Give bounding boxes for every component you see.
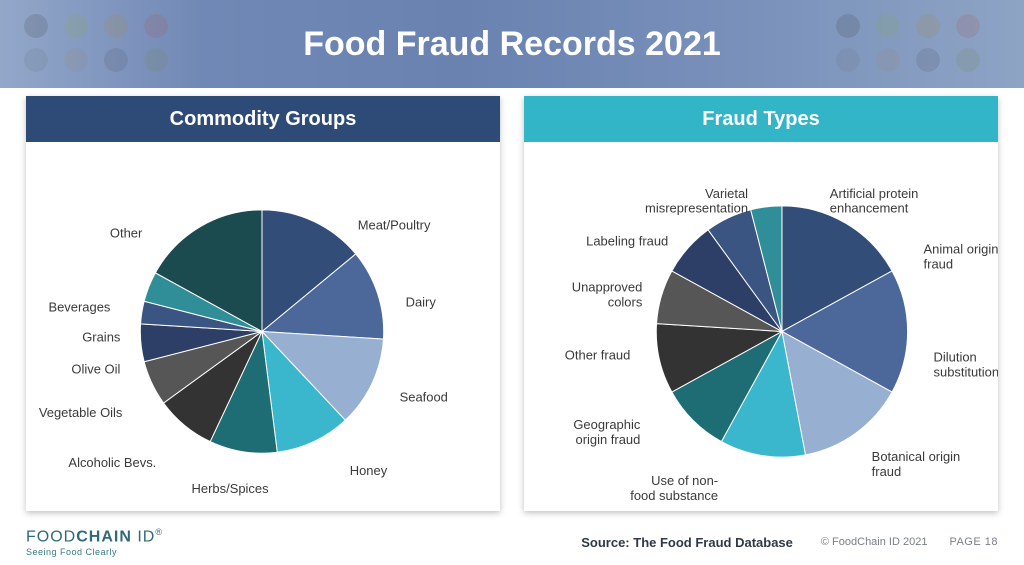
commodity-label-10: Other xyxy=(110,226,143,241)
fraud-label-0: Animal originfraud xyxy=(924,242,998,272)
panels-row: Commodity Groups Meat/Poultry Dairy Seafoo… xyxy=(26,96,998,511)
commodity-label-0: Meat/Poultry xyxy=(358,218,431,233)
fraud-label-8: Varietalmisrepresentation xyxy=(645,186,748,216)
fraud-label-1: Dilutionsubstitution xyxy=(934,349,998,379)
commodity-label-1: Dairy xyxy=(406,295,437,310)
commodity-label-7: Olive Oil xyxy=(71,361,120,376)
commodity-label-9: Beverages xyxy=(48,300,110,315)
pie-chart-fraud: Animal originfraud Dilutionsubstitution Bo… xyxy=(524,142,998,511)
logo-part-food: FOOD xyxy=(26,529,76,546)
commodity-label-5: Alcoholic Bevs. xyxy=(68,455,156,470)
page-number: PAGE 18 xyxy=(949,536,998,548)
header-band: Food Fraud Records 2021 xyxy=(0,0,1024,88)
source-text: Source: The Food Fraud Database xyxy=(581,535,793,550)
fraud-label-3: Use of non-food substance xyxy=(630,473,718,503)
pie-chart-commodity: Meat/Poultry Dairy Seafood Honey Herbs/Spice… xyxy=(26,142,500,511)
fraud-label-6: Unapprovedcolors xyxy=(572,280,643,310)
commodity-label-8: Grains xyxy=(82,329,121,344)
footer: FOODCHAIN ID® Seeing Food Clearly Source… xyxy=(0,519,1024,565)
panel-body-fraud: Animal originfraud Dilutionsubstitution Bo… xyxy=(524,142,998,511)
fraud-label-5: Other fraud xyxy=(565,347,631,362)
slide: Food Fraud Records 2021 Commodity Groups… xyxy=(0,0,1024,565)
logo-part-id: ID xyxy=(132,529,155,546)
fraud-label-4: Geographicorigin fraud xyxy=(573,417,640,447)
copyright-text: © FoodChain ID 2021 xyxy=(821,536,928,548)
commodity-label-4: Herbs/Spices xyxy=(192,481,270,496)
panel-fraud-types: Fraud Types Animal originfraud Dilutionsu… xyxy=(524,96,998,511)
page-title: Food Fraud Records 2021 xyxy=(303,25,721,64)
panel-header-commodity: Commodity Groups xyxy=(26,96,500,142)
fraud-label-2: Botanical originfraud xyxy=(872,449,961,479)
panel-body-commodity: Meat/Poultry Dairy Seafood Honey Herbs/Spice… xyxy=(26,142,500,511)
panel-commodity-groups: Commodity Groups Meat/Poultry Dairy Seafoo… xyxy=(26,96,500,511)
logo: FOODCHAIN ID® Seeing Food Clearly xyxy=(26,527,163,556)
logo-part-chain: CHAIN xyxy=(76,529,132,546)
commodity-label-2: Seafood xyxy=(400,389,448,404)
logo-tagline: Seeing Food Clearly xyxy=(26,547,163,557)
panel-header-fraud: Fraud Types xyxy=(524,96,998,142)
commodity-label-3: Honey xyxy=(350,463,388,478)
registered-icon: ® xyxy=(155,527,163,537)
fraud-label-7: Labeling fraud xyxy=(586,234,668,249)
fraud-label-9: Artificial proteinenhancement xyxy=(830,186,919,216)
commodity-label-6: Vegetable Oils xyxy=(39,405,123,420)
logo-wordmark: FOODCHAIN ID® xyxy=(26,527,163,546)
